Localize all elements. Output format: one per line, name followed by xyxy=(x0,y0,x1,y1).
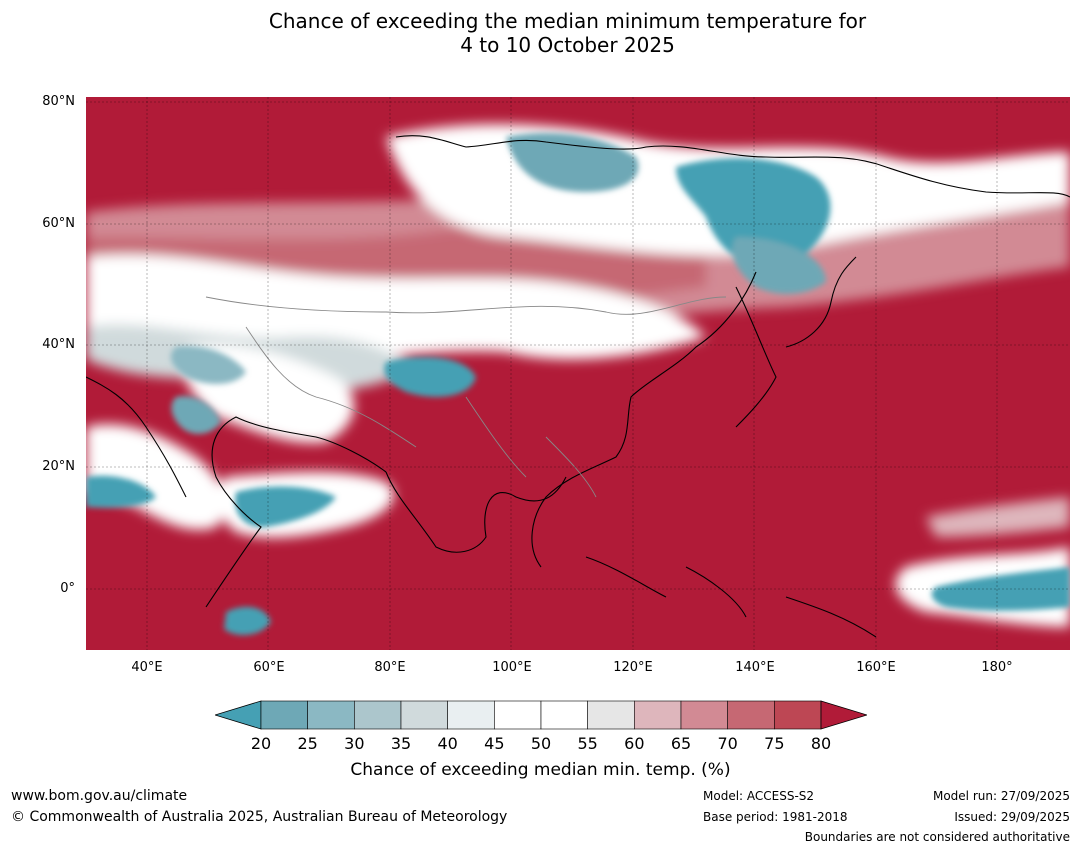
copyright-text: © Commonwealth of Australia 2025, Austra… xyxy=(11,809,508,825)
lon-label-120e: 120°E xyxy=(613,660,653,675)
base-period-text: Base period: 1981-2018 xyxy=(703,810,848,824)
model-run-text: Model run: 27/09/2025 xyxy=(932,789,1070,803)
colorbar-segment-25-30 xyxy=(307,700,355,730)
colorbar-segment-45-50 xyxy=(494,700,542,730)
colorbar xyxy=(213,700,869,730)
lat-label-60n: 60°N xyxy=(42,216,75,231)
colorbar-tick-35: 35 xyxy=(390,734,412,753)
colorbar-segment-75-80 xyxy=(774,700,822,730)
colorbar-segment-55-60 xyxy=(587,700,635,730)
lat-label-80n: 80°N xyxy=(42,94,75,109)
chart-title: Chance of exceeding the median minimum t… xyxy=(0,9,1081,57)
probability-map xyxy=(86,97,1070,650)
lat-label-20n: 20°N xyxy=(42,459,75,474)
anomaly-fields xyxy=(86,124,1070,627)
colorbar-tick-40: 40 xyxy=(437,734,458,753)
lon-label-80e: 80°E xyxy=(374,660,406,675)
colorbar-tick-50: 50 xyxy=(530,734,552,753)
website-link[interactable]: www.bom.gov.au/climate xyxy=(11,788,188,804)
lon-label-160e: 160°E xyxy=(856,660,896,675)
colorbar-tick-45: 45 xyxy=(484,734,505,753)
country-boundaries xyxy=(205,296,727,498)
colorbar-tick-60: 60 xyxy=(624,734,645,753)
colorbar-svg xyxy=(213,700,869,730)
colorbar-title: Chance of exceeding median min. temp. (%… xyxy=(0,760,1081,780)
model-text: Model: ACCESS-S2 xyxy=(703,789,815,803)
title-line-1: Chance of exceeding the median minimum t… xyxy=(268,9,867,33)
lon-label-140e: 140°E xyxy=(735,660,775,675)
colorbar-segment-65-70 xyxy=(680,700,728,730)
colorbar-tick-70: 70 xyxy=(717,734,738,753)
colorbar-segment-30-35 xyxy=(354,700,402,730)
colorbar-tick-25: 25 xyxy=(297,734,318,753)
coastlines xyxy=(86,135,1070,638)
lon-label-60e: 60°E xyxy=(253,660,285,675)
colorbar-tick-65: 65 xyxy=(670,734,692,753)
colorbar-title-text: Chance of exceeding median min. temp. (%… xyxy=(350,760,731,780)
colorbar-tick-75: 75 xyxy=(764,734,785,753)
colorbar-arrow-high xyxy=(820,700,869,730)
colorbar-segment-20-25 xyxy=(260,700,308,730)
colorbar-tick-30: 30 xyxy=(344,734,365,753)
colorbar-tick-80: 80 xyxy=(810,734,832,753)
colorbar-tick-20: 20 xyxy=(250,734,272,753)
issued-text: Issued: 29/09/2025 xyxy=(954,810,1070,824)
colorbar-segment-70-75 xyxy=(727,700,775,730)
colorbar-segment-60-65 xyxy=(634,700,682,730)
colorbar-tick-55: 55 xyxy=(577,734,598,753)
colorbar-segment-40-45 xyxy=(447,700,495,730)
lon-label-180: 180° xyxy=(981,660,1013,675)
lat-label-0: 0° xyxy=(60,581,75,596)
title-line-2: 4 to 10 October 2025 xyxy=(460,33,675,57)
lon-label-100e: 100°E xyxy=(492,660,532,675)
disclaimer-text: Boundaries are not considered authoritat… xyxy=(804,830,1070,844)
colorbar-arrow-low xyxy=(213,700,262,730)
lat-label-40n: 40°N xyxy=(42,337,75,352)
map-canvas xyxy=(86,97,1070,650)
lon-label-40e: 40°E xyxy=(131,660,163,675)
graticule xyxy=(86,97,1070,650)
colorbar-segment-35-40 xyxy=(400,700,448,730)
below-median-areas xyxy=(86,133,1070,636)
colorbar-segment-50-55 xyxy=(540,700,588,730)
